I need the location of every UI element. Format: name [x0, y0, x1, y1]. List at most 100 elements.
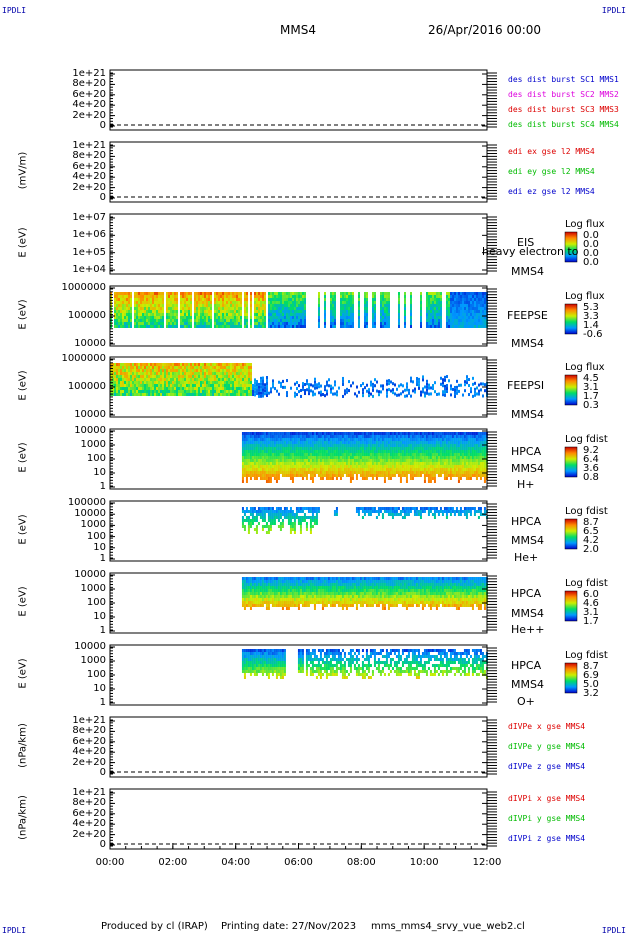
hpca-h-bin	[472, 453, 474, 456]
hpca-h-bin	[354, 456, 356, 459]
hpca-h-bin	[406, 438, 408, 441]
hpca-h-bin	[430, 468, 432, 471]
feepse-bin	[120, 313, 122, 316]
hpca-h-bin	[432, 441, 434, 444]
feepse-bin	[420, 325, 422, 328]
hpca-h-bin	[404, 459, 406, 462]
hpca-h-bin	[420, 453, 422, 456]
feepse-bin	[420, 322, 422, 325]
hpca-h-bin	[294, 468, 296, 471]
feepse-bin	[138, 292, 140, 295]
hpca-h-bin	[336, 450, 338, 453]
hpca-h-bin	[318, 471, 320, 474]
feepse-bin	[190, 310, 192, 313]
feepse-bin	[334, 292, 336, 295]
feepse-bin	[282, 322, 284, 325]
hpca-h-bin	[262, 438, 264, 441]
feepse-bin	[436, 319, 438, 322]
hpca-h-bin	[426, 444, 428, 447]
feepse-bin	[292, 304, 294, 307]
feepsi-bin	[194, 366, 196, 369]
hpca-h-bin	[364, 450, 366, 453]
hpca-h-bin	[476, 432, 478, 435]
hpca-h-bin	[440, 441, 442, 444]
hpca-h-bin	[430, 459, 432, 462]
feepse-bin	[458, 316, 460, 319]
hpca-h-bin	[478, 462, 480, 465]
feepsi-bin	[234, 387, 236, 390]
hpca-h-bin	[332, 459, 334, 462]
hpca-h-bin	[350, 468, 352, 471]
hpca-h-bin	[480, 462, 482, 465]
hpca-h-bin	[340, 444, 342, 447]
feepsi-bin	[232, 378, 234, 381]
feepse-bin	[184, 313, 186, 316]
hpca-h-bin	[406, 459, 408, 462]
hpca-h-bin	[460, 459, 462, 462]
panel-frame-dist	[110, 70, 487, 130]
feepse-bin	[204, 304, 206, 307]
feepse-bin	[274, 304, 276, 307]
feepsi-bin	[164, 390, 166, 393]
feepse-bin	[166, 292, 168, 295]
feepse-bin	[466, 319, 468, 322]
hpca-h-bin	[272, 441, 274, 444]
feepse-bin	[216, 322, 218, 325]
feepse-bin	[472, 298, 474, 301]
feepse-bin	[156, 307, 158, 310]
feepsi-bin	[198, 390, 200, 393]
feepsi-bin	[386, 392, 388, 395]
feepse-bin	[470, 316, 472, 319]
feepse-bin	[372, 292, 374, 295]
feepsi-bin	[114, 393, 116, 396]
feepsi-bin	[156, 366, 158, 369]
feepse-bin	[474, 313, 476, 316]
hpca-h-bin	[352, 438, 354, 441]
feepse-bin	[260, 301, 262, 304]
feepse-bin	[462, 322, 464, 325]
feepse-bin	[300, 298, 302, 301]
hpca-h-bin	[482, 465, 484, 468]
hpca-h-bin	[472, 450, 474, 453]
hpca-h-bin	[460, 468, 462, 471]
hpca-h-bin	[396, 435, 398, 438]
feepse-bin	[196, 298, 198, 301]
feepse-bin	[430, 313, 432, 316]
hpca-h-bin	[436, 450, 438, 453]
feepse-bin	[386, 310, 388, 313]
feepse-bin	[434, 310, 436, 313]
feepse-bin	[220, 319, 222, 322]
feepse-bin	[218, 292, 220, 295]
feepsi-bin	[244, 378, 246, 381]
feepse-bin	[180, 295, 182, 298]
feepse-bin	[170, 304, 172, 307]
feepsi-bin	[230, 375, 232, 378]
hpca-h-bin	[334, 474, 336, 477]
hpca-h-bin	[250, 456, 252, 459]
feepse-bin	[124, 310, 126, 313]
hpca-h-bin	[244, 450, 246, 453]
feepse-bin	[432, 301, 434, 304]
feepsi-bin	[236, 384, 238, 387]
feepsi-bin	[164, 384, 166, 387]
feepsi-bin	[214, 390, 216, 393]
feepse-bin	[182, 313, 184, 316]
hpca-h-bin	[418, 456, 420, 459]
hpca-h-bin	[270, 456, 272, 459]
feepse-bin	[274, 310, 276, 313]
feepse-bin	[256, 310, 258, 313]
hpca-h-bin	[306, 453, 308, 456]
feepsi-bin	[368, 394, 370, 397]
feepse-bin	[214, 292, 216, 295]
hpca-h-bin	[244, 453, 246, 456]
hpca-h-bin	[274, 435, 276, 438]
feepsi-bin	[124, 375, 126, 378]
hpca-h-bin	[332, 438, 334, 441]
feepse-bin	[226, 325, 228, 328]
feepse-bin	[272, 307, 274, 310]
feepsi-bin	[126, 366, 128, 369]
feepsi-bin	[186, 393, 188, 396]
feepse-bin	[140, 301, 142, 304]
feepsi-bin	[424, 395, 426, 398]
feepse-bin	[220, 322, 222, 325]
